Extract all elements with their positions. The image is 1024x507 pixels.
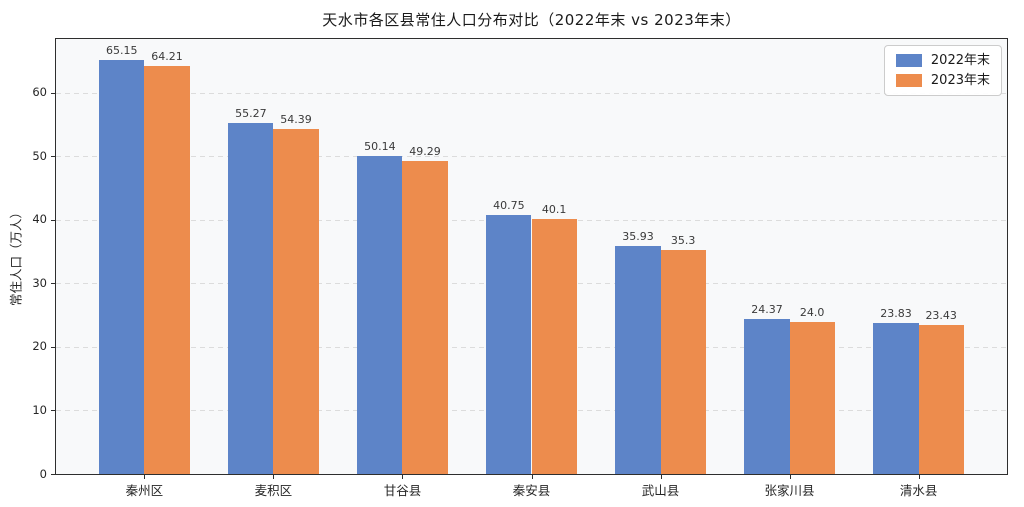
bar-series1-武山县	[660, 249, 706, 474]
bar-value-label: 23.43	[925, 309, 957, 323]
y-tick-label: 20	[32, 339, 47, 354]
bar-value-label: 40.1	[541, 203, 567, 217]
bar-series1-麦积区	[273, 128, 319, 474]
bar-series1-甘谷县	[402, 161, 448, 474]
y-tick-mark	[51, 283, 55, 285]
y-tick-label: 0	[39, 466, 47, 481]
bar-series0-麦积区	[228, 123, 274, 474]
bar-value-label: 24.0	[799, 305, 825, 319]
legend-item-2023: 2023年末	[895, 73, 990, 88]
bar-value-label: 35.3	[670, 233, 696, 247]
gridline-y-60	[56, 92, 1007, 94]
bar-series1-清水县	[918, 325, 964, 474]
y-tick-label: 40	[32, 212, 47, 227]
bar-value-label: 49.29	[409, 145, 441, 158]
x-tick-mark	[531, 475, 533, 479]
y-tick-mark	[51, 410, 55, 412]
bar-series1-张家川县	[789, 321, 835, 474]
bar-series0-甘谷县	[357, 155, 403, 474]
bar-value-label: 24.37	[751, 303, 783, 317]
bar-series0-秦州区	[99, 60, 145, 474]
x-tick-label-清水县: 清水县	[899, 483, 938, 498]
y-tick-mark	[51, 156, 55, 158]
x-tick-label-秦安县: 秦安县	[512, 483, 551, 498]
x-tick-mark	[144, 475, 146, 479]
y-tick-mark	[51, 219, 55, 221]
bar-value-label: 35.93	[622, 229, 654, 243]
x-tick-mark	[789, 475, 791, 479]
y-tick-mark	[51, 346, 55, 348]
x-tick-label-武山县: 武山县	[641, 483, 680, 498]
bar-value-label: 23.83	[880, 306, 912, 320]
bar-series1-秦州区	[144, 66, 190, 474]
bar-value-label: 64.21	[151, 50, 183, 64]
bar-series0-清水县	[873, 322, 919, 474]
legend-swatch-2023-icon	[895, 74, 922, 87]
legend-label-2022: 2022年末	[930, 53, 990, 68]
y-tick-label: 60	[32, 85, 47, 100]
legend-label-2023: 2023年末	[930, 73, 990, 88]
gridline-y-50	[56, 156, 1007, 158]
bar-value-label: 55.27	[235, 107, 267, 121]
x-tick-label-张家川县: 张家川县	[764, 483, 815, 498]
y-tick-label: 10	[32, 402, 47, 417]
bar-series0-秦安县	[486, 215, 532, 474]
plot-area: 2022年末 2023年末 65.15 55.27 50.14 40.75 35.93 2…	[55, 38, 1008, 475]
legend: 2022年末 2023年末	[883, 45, 1002, 96]
legend-item-2022: 2022年末	[895, 53, 990, 68]
x-tick-label-秦州区: 秦州区	[125, 483, 164, 498]
x-tick-mark	[402, 475, 404, 479]
x-tick-mark	[660, 475, 662, 479]
bar-series0-张家川县	[744, 319, 790, 474]
bar-value-label: 40.75	[493, 199, 525, 213]
x-tick-label-麦积区: 麦积区	[254, 483, 293, 498]
bar-value-label: 65.15	[106, 44, 138, 58]
x-tick-label-甘谷县: 甘谷县	[383, 483, 422, 498]
bar-value-label: 50.14	[364, 139, 396, 153]
x-tick-mark	[918, 475, 920, 479]
y-tick-label: 50	[32, 148, 47, 163]
bar-series0-武山县	[615, 245, 661, 474]
x-tick-mark	[273, 475, 275, 479]
y-tick-label: 30	[32, 275, 47, 290]
y-tick-mark	[51, 92, 55, 94]
bar-series1-秦安县	[531, 219, 577, 474]
y-tick-mark	[51, 474, 55, 475]
legend-swatch-2022-icon	[895, 54, 922, 67]
chart-title: 天水市各区县常住人口分布对比（2022年末 vs 2023年末）	[322, 11, 741, 29]
bar-value-label: 54.39	[280, 112, 312, 126]
